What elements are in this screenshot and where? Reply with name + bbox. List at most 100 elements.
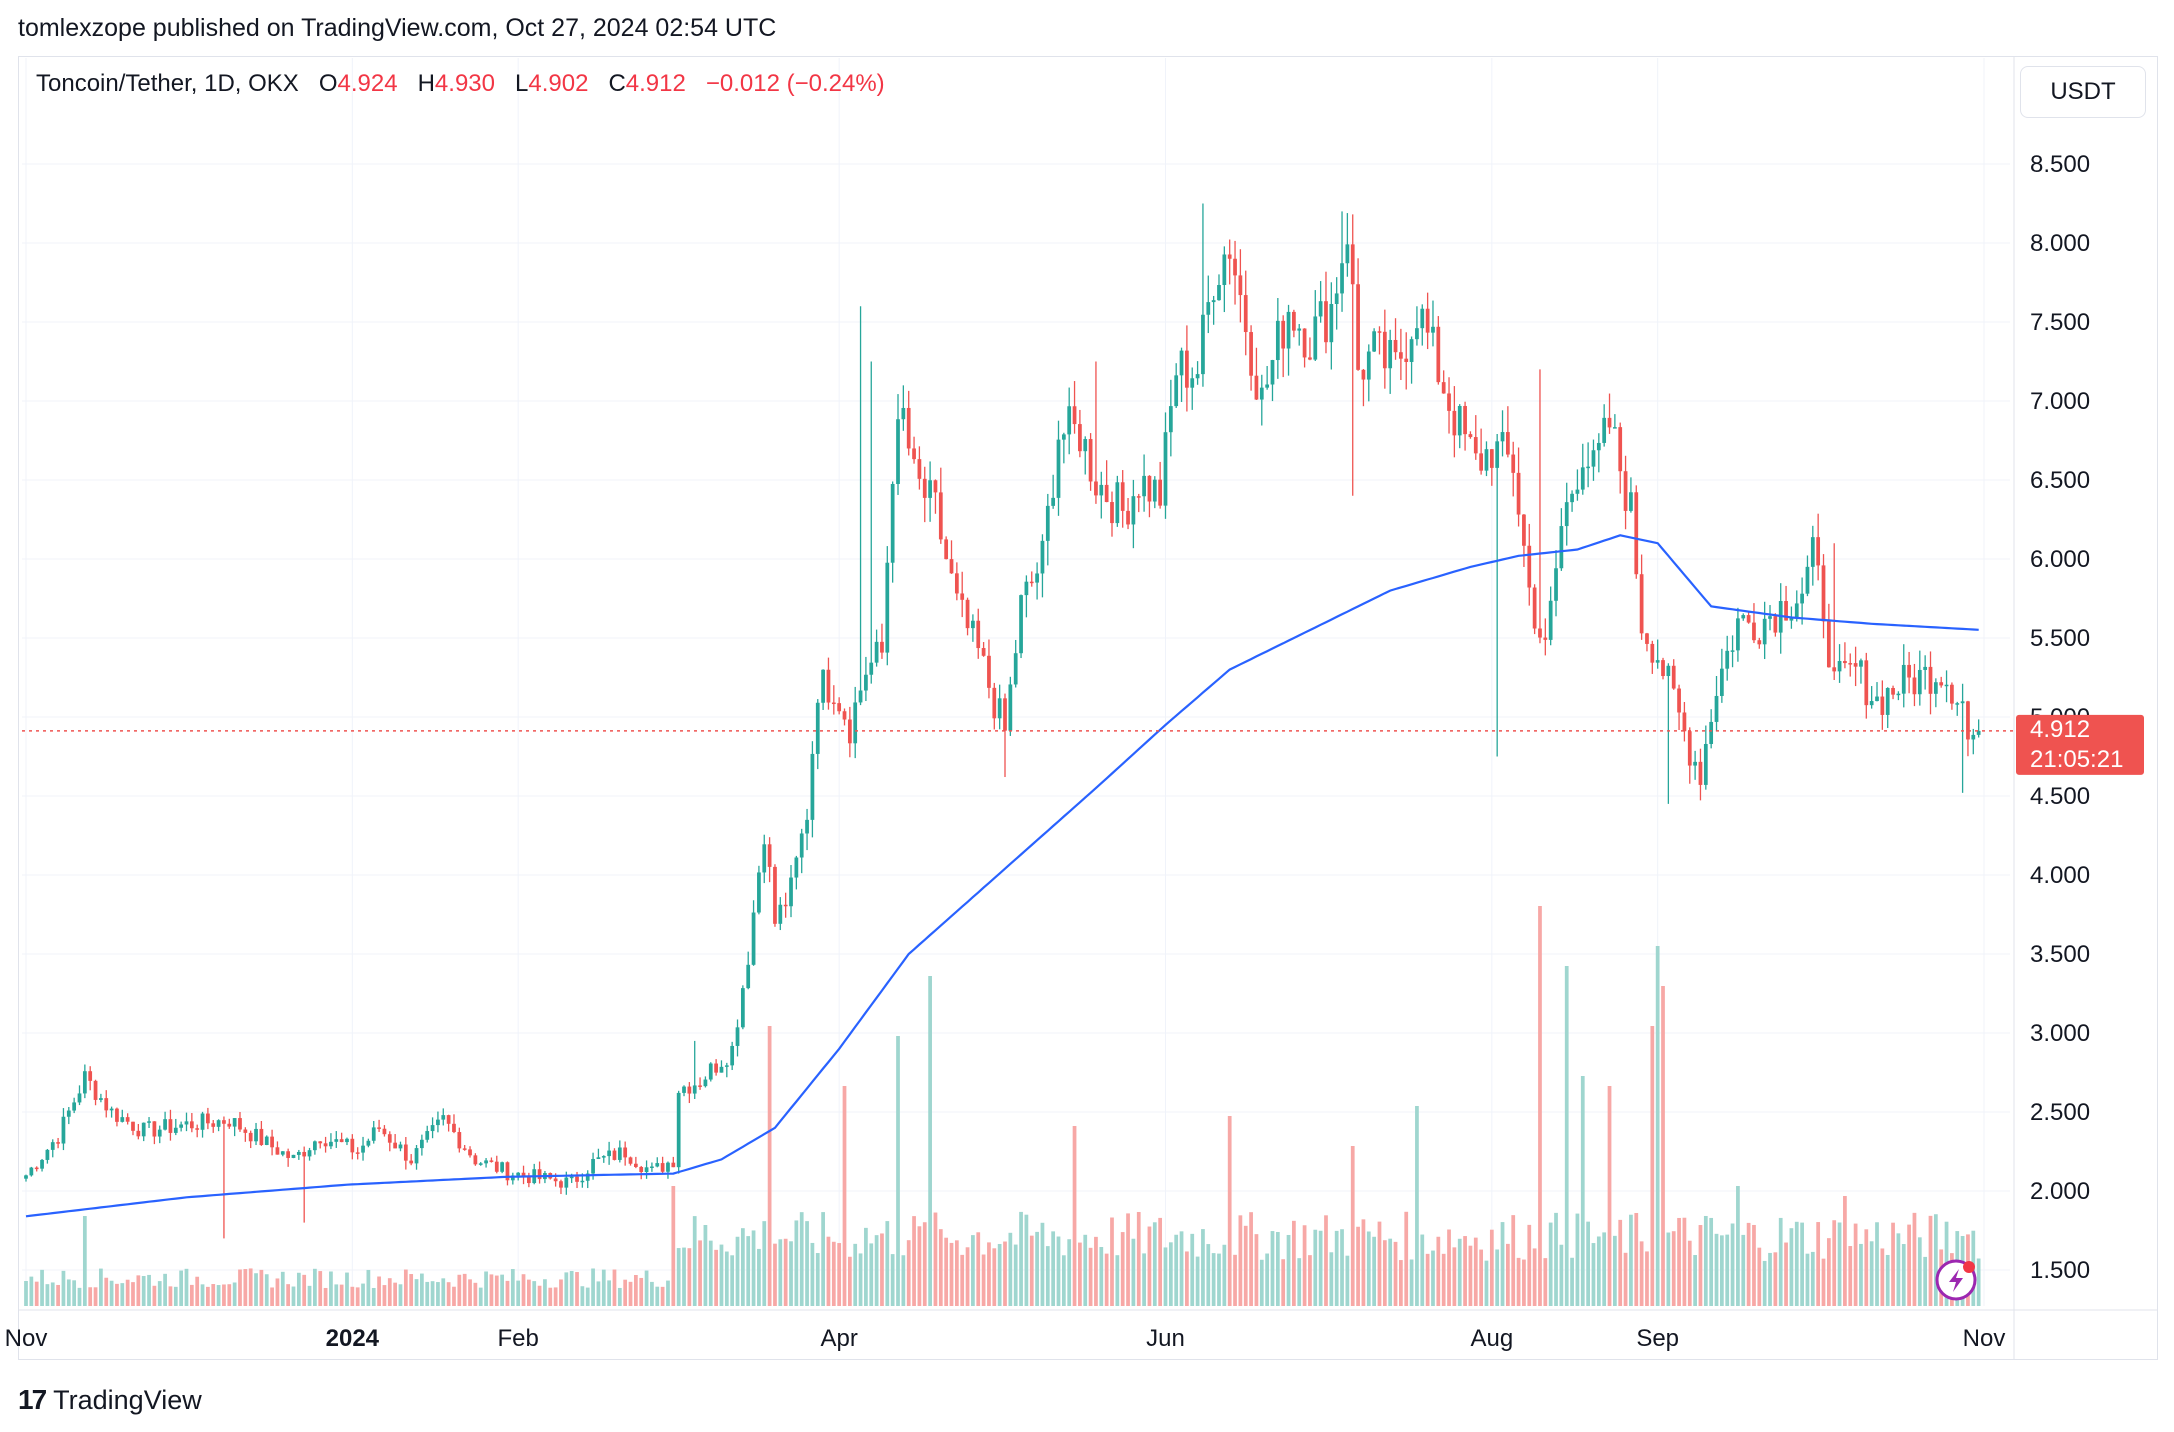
candle-body bbox=[345, 1138, 349, 1143]
candle-body bbox=[457, 1132, 462, 1149]
candle-body bbox=[1479, 453, 1483, 471]
volume-bar bbox=[607, 1280, 611, 1306]
candle-body bbox=[425, 1131, 430, 1140]
volume-bar bbox=[1275, 1231, 1280, 1306]
volume-bar bbox=[1361, 1219, 1366, 1306]
candle-body bbox=[997, 698, 1002, 719]
volume-bar bbox=[189, 1284, 194, 1306]
volume-bar bbox=[633, 1275, 638, 1306]
volume-bar bbox=[275, 1278, 280, 1306]
volume-bar bbox=[1211, 1253, 1216, 1306]
candle-body bbox=[644, 1167, 649, 1173]
volume-bar bbox=[1185, 1251, 1189, 1306]
candle-body bbox=[944, 539, 949, 560]
candle-body bbox=[1206, 302, 1211, 315]
candle-body bbox=[238, 1118, 242, 1130]
volume-bar bbox=[1233, 1254, 1237, 1306]
candle-body bbox=[243, 1129, 248, 1133]
candle-body bbox=[1885, 687, 1890, 715]
candle-body bbox=[1061, 434, 1066, 440]
volume-bar bbox=[1382, 1240, 1387, 1306]
currency-button[interactable]: USDT bbox=[2020, 66, 2146, 118]
volume-bar bbox=[1201, 1229, 1205, 1306]
candle-body bbox=[1538, 628, 1542, 638]
volume-bar bbox=[858, 1253, 863, 1306]
candle-body bbox=[195, 1128, 200, 1130]
volume-bar bbox=[1281, 1259, 1286, 1306]
candle-body bbox=[371, 1127, 376, 1141]
volume-bar bbox=[109, 1280, 114, 1306]
candle-body bbox=[1356, 284, 1360, 370]
volume-bar bbox=[1532, 1248, 1537, 1306]
volume-bar bbox=[179, 1270, 184, 1306]
volume-bar bbox=[1580, 1076, 1585, 1306]
candle-body bbox=[462, 1148, 467, 1150]
candle-body bbox=[1185, 350, 1189, 388]
volume-bar bbox=[1639, 1241, 1644, 1306]
candle-body bbox=[163, 1119, 167, 1130]
volume-bar bbox=[885, 1221, 890, 1306]
volume-bar bbox=[880, 1233, 884, 1306]
volume-bar bbox=[1425, 1253, 1430, 1306]
y-tick-label: 8.000 bbox=[2030, 230, 2090, 257]
volume-bar bbox=[1088, 1247, 1093, 1306]
volume-bar bbox=[1286, 1234, 1291, 1306]
volume-bar bbox=[628, 1281, 633, 1306]
candle-body bbox=[596, 1157, 601, 1159]
candle-body bbox=[1275, 320, 1280, 361]
candle-body bbox=[1340, 263, 1344, 294]
candle-body bbox=[1345, 244, 1350, 264]
candle-body bbox=[131, 1121, 135, 1131]
candle-body bbox=[200, 1113, 205, 1130]
candle-body bbox=[1506, 432, 1510, 455]
candle-body bbox=[1393, 339, 1398, 353]
candle-body bbox=[494, 1161, 499, 1172]
volume-bar bbox=[944, 1237, 949, 1306]
volume-bar bbox=[1832, 1220, 1837, 1306]
candle-body bbox=[906, 407, 911, 449]
candle-body bbox=[1666, 665, 1671, 677]
volume-bar bbox=[1377, 1221, 1382, 1306]
candle-body bbox=[901, 407, 906, 420]
volume-bar bbox=[1762, 1260, 1767, 1306]
volume-bar bbox=[478, 1287, 483, 1306]
tradingview-logo[interactable]: 17 TradingView bbox=[18, 1384, 202, 1416]
candle-body bbox=[152, 1121, 157, 1137]
volume-bar bbox=[104, 1277, 109, 1306]
candle-body bbox=[206, 1113, 210, 1124]
volume-bar bbox=[1270, 1231, 1275, 1306]
volume-bar bbox=[72, 1280, 77, 1306]
candle-body bbox=[1281, 320, 1286, 349]
volume-bar bbox=[1350, 1146, 1355, 1306]
volume-bar bbox=[1356, 1226, 1360, 1306]
candle-body bbox=[1575, 489, 1580, 494]
candle-body bbox=[403, 1144, 408, 1161]
volume-bar bbox=[1040, 1222, 1045, 1306]
volume-bar bbox=[676, 1248, 681, 1306]
volume-bar bbox=[1259, 1259, 1264, 1306]
volume-bar bbox=[1629, 1214, 1633, 1306]
volume-bar bbox=[1409, 1259, 1414, 1306]
candle-body bbox=[1966, 701, 1970, 740]
volume-bar bbox=[216, 1285, 221, 1306]
candle-body bbox=[569, 1176, 574, 1179]
volume-bar bbox=[1650, 1026, 1655, 1306]
volume-bar bbox=[1447, 1229, 1451, 1306]
candle-body bbox=[93, 1080, 98, 1100]
candle-body bbox=[553, 1178, 558, 1182]
lightning-icon[interactable] bbox=[1935, 1259, 1977, 1301]
volume-bar bbox=[949, 1242, 954, 1306]
volume-bar bbox=[1623, 1252, 1628, 1306]
volume-bar bbox=[45, 1284, 50, 1306]
volume-bar bbox=[131, 1282, 135, 1306]
volume-bar bbox=[1484, 1260, 1489, 1306]
volume-bar bbox=[1222, 1244, 1227, 1306]
candle-body bbox=[805, 819, 809, 834]
volume-bar bbox=[206, 1286, 210, 1306]
volume-bar bbox=[1452, 1247, 1457, 1306]
candle-body bbox=[831, 702, 836, 705]
volume-bar bbox=[773, 1243, 777, 1306]
volume-bar bbox=[211, 1284, 216, 1306]
candle-body bbox=[1233, 258, 1237, 276]
